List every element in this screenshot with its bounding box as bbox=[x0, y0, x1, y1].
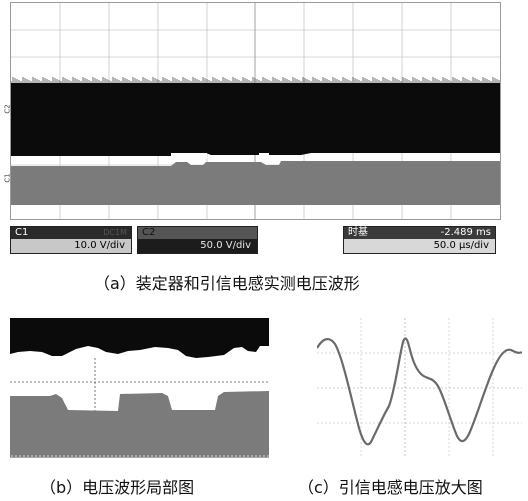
channel-2-name: C2 bbox=[142, 227, 156, 238]
inductor-voltage-zoom-panel bbox=[316, 318, 523, 458]
channel-2-scale: 50.0 V/div bbox=[200, 240, 251, 251]
upper-trace bbox=[11, 83, 500, 156]
lower-trace bbox=[11, 161, 500, 205]
detail-upper-trace bbox=[10, 318, 269, 358]
oscilloscope-screen: C2 C1 bbox=[4, 2, 501, 220]
detail-lower-trace bbox=[10, 391, 269, 458]
caption-c: （c）引信电感电压放大图 bbox=[298, 478, 483, 497]
timebase-readout[interactable]: 时基 -2.489 ms 50.0 μs/div bbox=[343, 226, 496, 254]
channel-1-name: C1 bbox=[15, 227, 29, 238]
waveform-detail bbox=[9, 318, 269, 458]
inductor-voltage-zoom bbox=[316, 318, 523, 458]
channel-1-coupling: DC1M bbox=[103, 228, 127, 237]
waveform-detail-panel bbox=[9, 318, 269, 458]
channel-1-readout[interactable]: C1 DC1M 10.0 V/div bbox=[10, 226, 132, 254]
timebase-label: 时基 bbox=[348, 227, 368, 238]
timebase-offset: -2.489 ms bbox=[440, 227, 491, 238]
channel-label-c1: C1 bbox=[3, 173, 12, 183]
inductor-voltage-waveform bbox=[316, 337, 523, 446]
caption-a: （a）装定器和引信电感实测电压波形 bbox=[94, 274, 360, 293]
channel-2-readout[interactable]: C2 50.0 V/div bbox=[137, 226, 258, 254]
channel-label-c2: C2 bbox=[3, 104, 12, 114]
channel-1-scale: 10.0 V/div bbox=[74, 240, 125, 251]
caption-b: （b）电压波形局部图 bbox=[40, 478, 195, 497]
scope-grid bbox=[10, 3, 500, 219]
timebase-scale: 50.0 μs/div bbox=[433, 240, 489, 251]
